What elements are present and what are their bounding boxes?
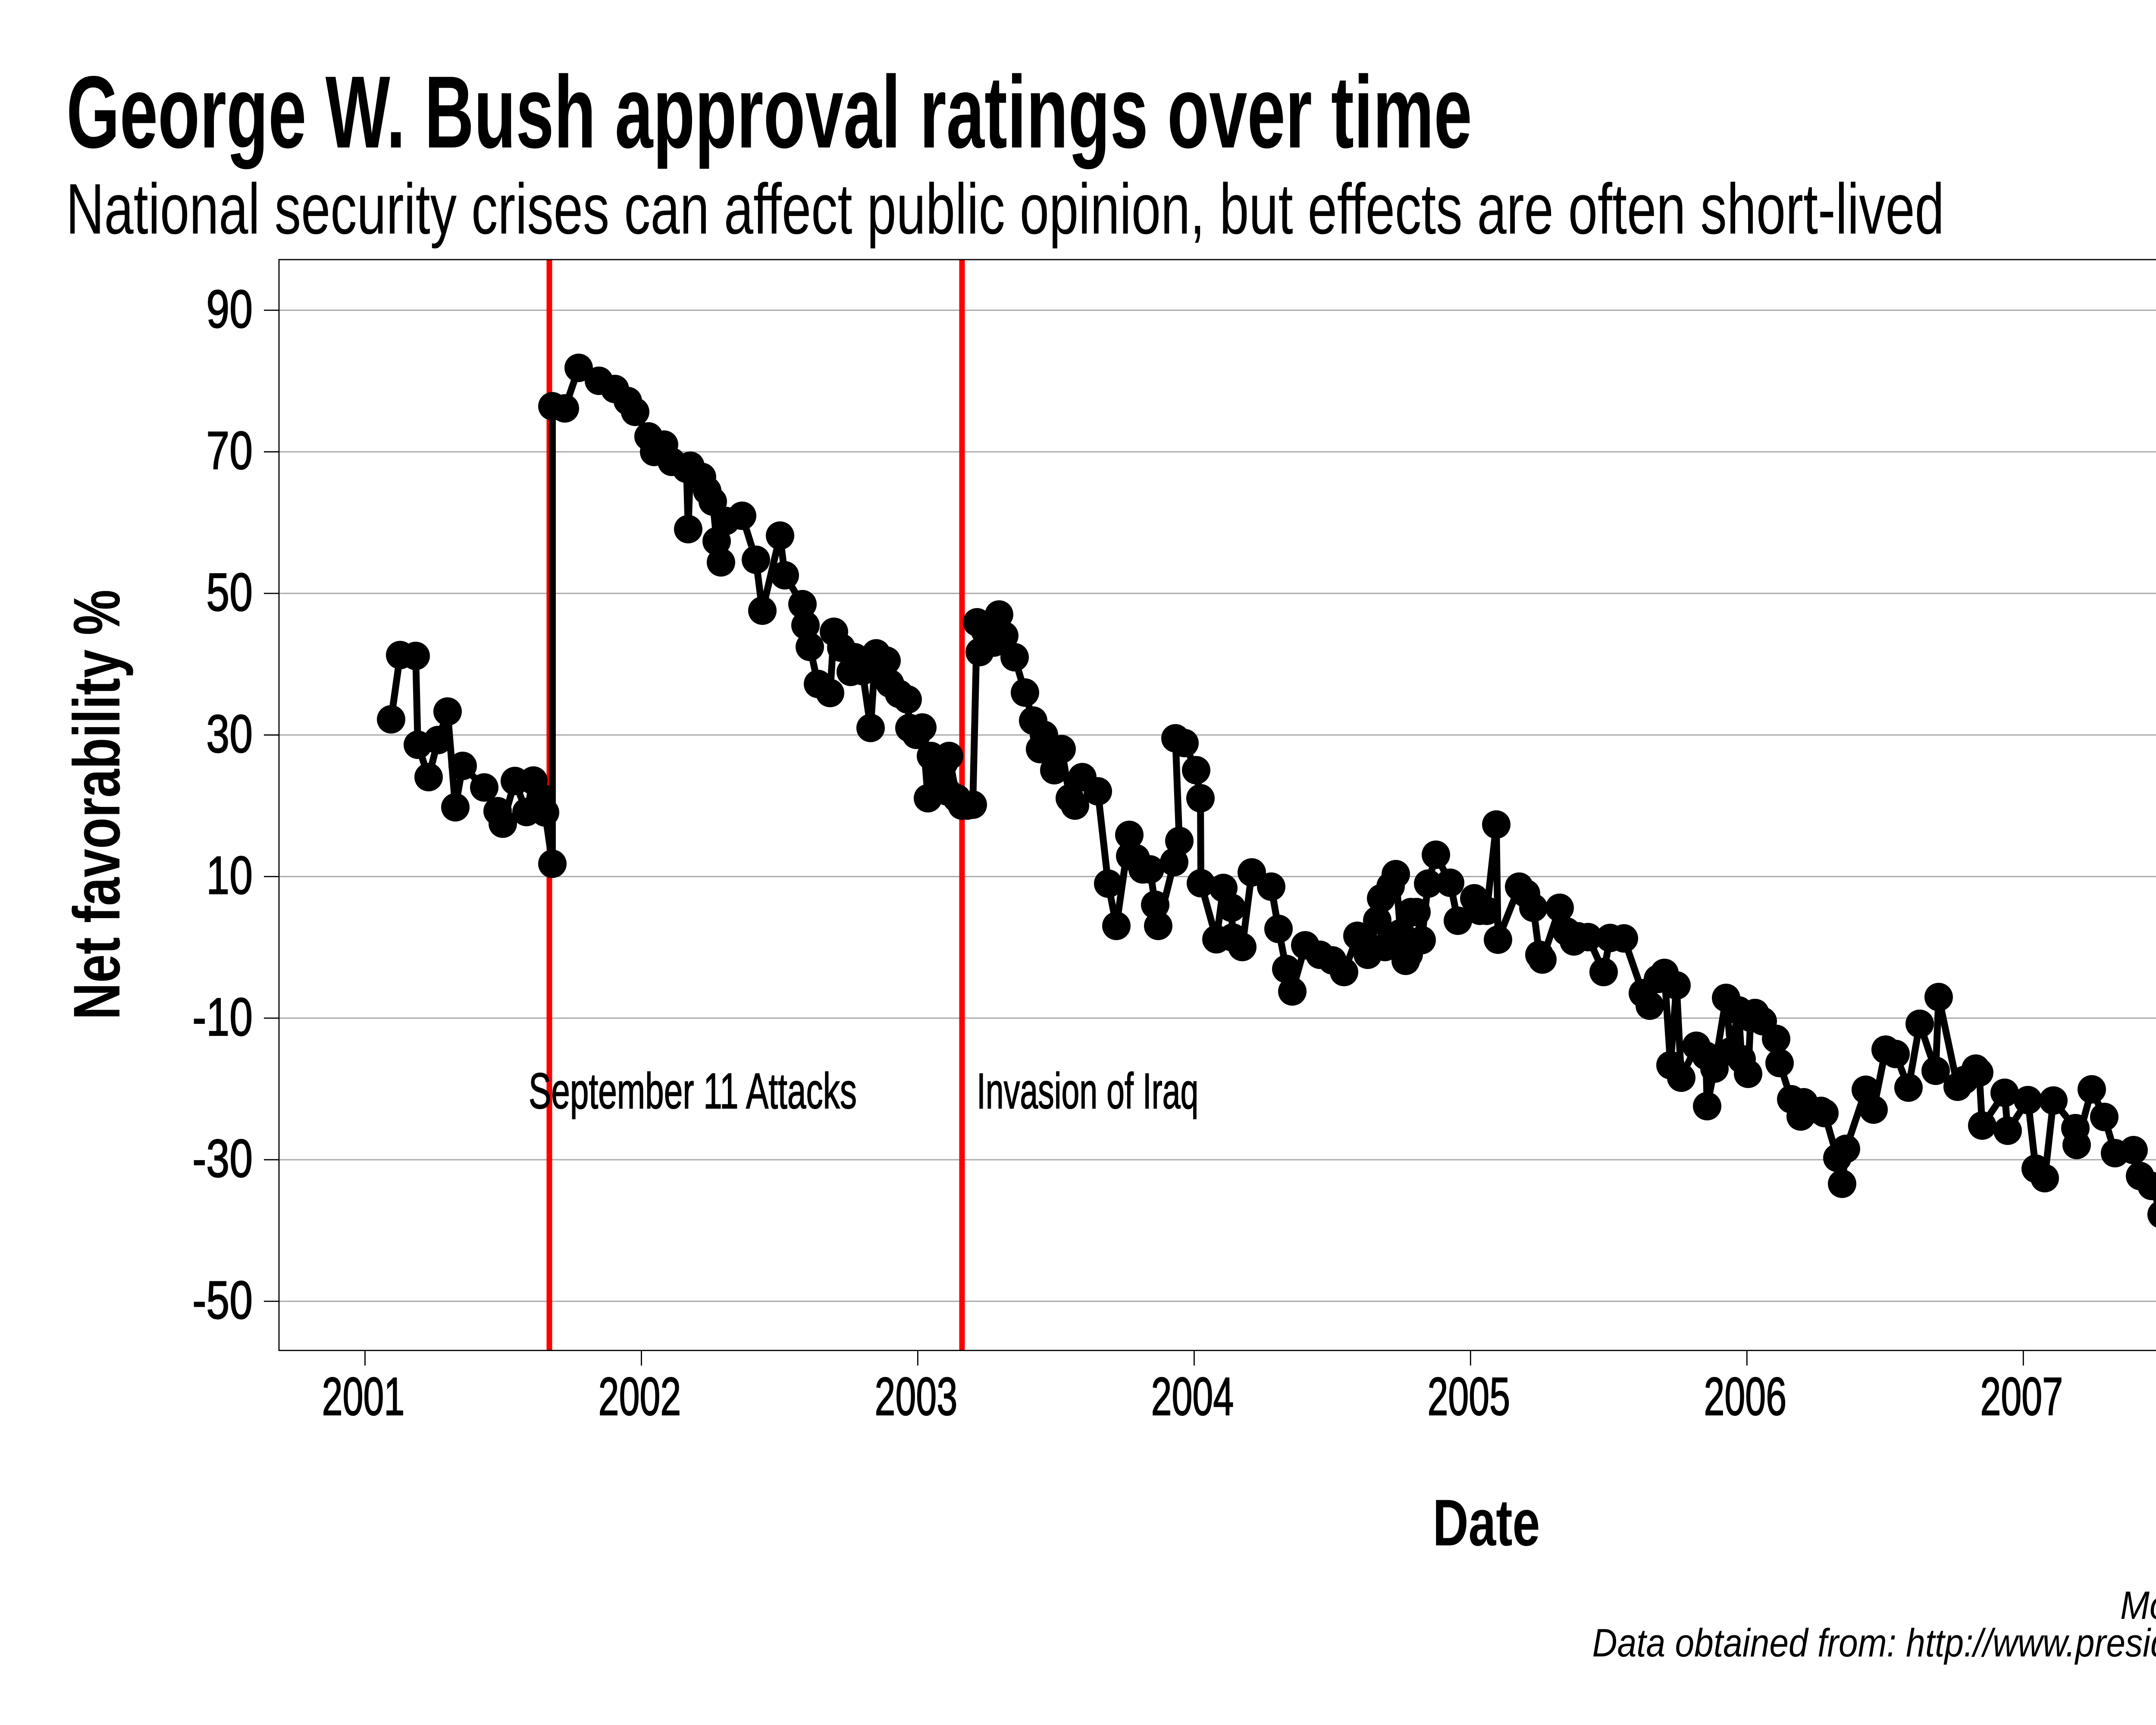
svg-text:-10: -10 bbox=[192, 987, 253, 1047]
svg-text:2002: 2002 bbox=[599, 1366, 681, 1426]
svg-text:Data obtained from: http://www: Data obtained from: http://www.presidenc… bbox=[1592, 1621, 2156, 1665]
svg-text:70: 70 bbox=[206, 420, 253, 480]
svg-text:2003: 2003 bbox=[875, 1366, 958, 1426]
svg-text:2006: 2006 bbox=[1704, 1366, 1786, 1426]
svg-text:September 11 Attacks: September 11 Attacks bbox=[529, 1063, 857, 1119]
svg-text:10: 10 bbox=[206, 845, 253, 905]
svg-text:Date: Date bbox=[1433, 1486, 1540, 1559]
svg-text:2007: 2007 bbox=[1980, 1366, 2063, 1426]
svg-text:Invasion of Iraq: Invasion of Iraq bbox=[977, 1063, 1198, 1119]
svg-text:Monthly mean approval score sh: Monthly mean approval score shown bbox=[2120, 1583, 2156, 1628]
svg-text:2001: 2001 bbox=[322, 1366, 405, 1426]
svg-text:George W. Bush approval rating: George W. Bush approval ratings over tim… bbox=[66, 55, 1472, 169]
svg-text:-50: -50 bbox=[192, 1270, 253, 1330]
svg-text:2005: 2005 bbox=[1427, 1366, 1510, 1426]
svg-text:30: 30 bbox=[206, 704, 253, 764]
svg-text:50: 50 bbox=[206, 562, 253, 622]
svg-text:2004: 2004 bbox=[1151, 1366, 1234, 1426]
svg-text:90: 90 bbox=[206, 279, 253, 339]
svg-text:Net favorability %: Net favorability % bbox=[60, 590, 134, 1020]
svg-text:National security crises can a: National security crises can affect publ… bbox=[66, 169, 1944, 248]
svg-text:-30: -30 bbox=[192, 1129, 253, 1189]
